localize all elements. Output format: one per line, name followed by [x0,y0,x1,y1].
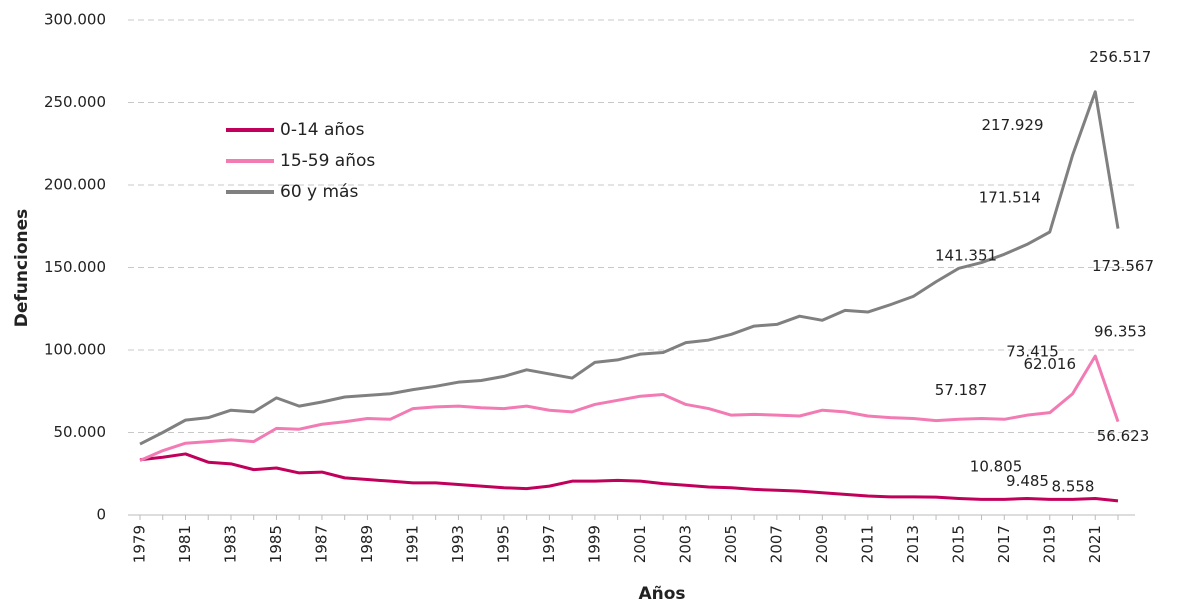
series-line [139,90,1120,446]
x-tick-label: 2009 [813,525,831,563]
x-tick-label: 2013 [904,525,922,563]
data-label: 217.929 [981,116,1043,134]
data-label: 9.485 [1006,472,1049,490]
data-label: 62.016 [1024,355,1077,373]
x-tick-label: 1985 [267,525,285,563]
y-tick-label: 0 [96,506,106,524]
x-tick-label: 1995 [494,525,512,563]
data-label: 57.187 [935,381,988,399]
y-tick-label: 200.000 [44,176,106,194]
x-axis-label: Años [638,584,685,603]
legend-label: 60 y más [280,182,358,202]
x-tick-label: 2015 [949,525,967,563]
x-tick-label: 1997 [540,525,558,563]
x-tick-label: 2005 [722,525,740,563]
x-tick-label: 2017 [995,525,1013,563]
legend-label: 15-59 años [280,151,375,171]
x-tick-label: 2011 [858,525,876,563]
x-tick-label: 2001 [631,525,649,563]
y-tick-label: 250.000 [44,93,106,111]
data-label: 96.353 [1094,323,1147,341]
data-label: 171.514 [979,189,1041,207]
data-label: 10.805 [970,458,1023,476]
data-label: 73.415 [1006,342,1059,360]
x-tick-label: 1999 [585,525,603,563]
x-tick-label: 1979 [131,525,149,563]
y-tick-label: 300.000 [44,11,106,29]
x-tick-label: 1993 [449,525,467,563]
y-tick-label: 50.000 [54,423,107,441]
x-tick-label: 1983 [221,525,239,563]
x-tick-label: 1991 [403,525,421,563]
x-tick-label: 1987 [312,525,330,563]
y-tick-label: 100.000 [44,341,106,359]
x-tick-label: 2007 [767,525,785,563]
data-label: 141.351 [935,246,997,264]
data-label: 173.567 [1092,257,1154,275]
x-tick-label: 1989 [358,525,376,563]
x-tick-label: 2021 [1086,525,1104,563]
data-label: 8.558 [1052,477,1095,495]
x-tick-label: 2019 [1040,525,1058,563]
y-tick-label: 150.000 [44,258,106,276]
y-axis-label: Defunciones [12,209,32,328]
series-line [139,452,1119,503]
x-tick-label: 1981 [176,525,194,563]
legend-label: 0-14 años [280,120,365,140]
data-label: 56.623 [1097,427,1150,445]
data-label: 256.517 [1089,48,1151,66]
x-tick-label: 2003 [676,525,694,563]
series-line [139,354,1120,462]
